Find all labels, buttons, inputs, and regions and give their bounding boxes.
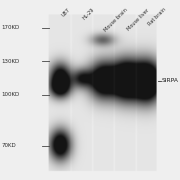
Text: 70KD: 70KD bbox=[2, 143, 17, 148]
Text: Rat brain: Rat brain bbox=[148, 7, 167, 27]
Text: 170KD: 170KD bbox=[2, 25, 20, 30]
Text: 100KD: 100KD bbox=[2, 92, 20, 97]
Text: HL-29: HL-29 bbox=[82, 7, 96, 21]
Text: 130KD: 130KD bbox=[2, 59, 20, 64]
Text: Mouse brain: Mouse brain bbox=[103, 7, 128, 33]
Text: SIRPA: SIRPA bbox=[162, 78, 179, 84]
Text: Mouse liver: Mouse liver bbox=[126, 7, 150, 31]
Text: U87: U87 bbox=[60, 7, 71, 18]
